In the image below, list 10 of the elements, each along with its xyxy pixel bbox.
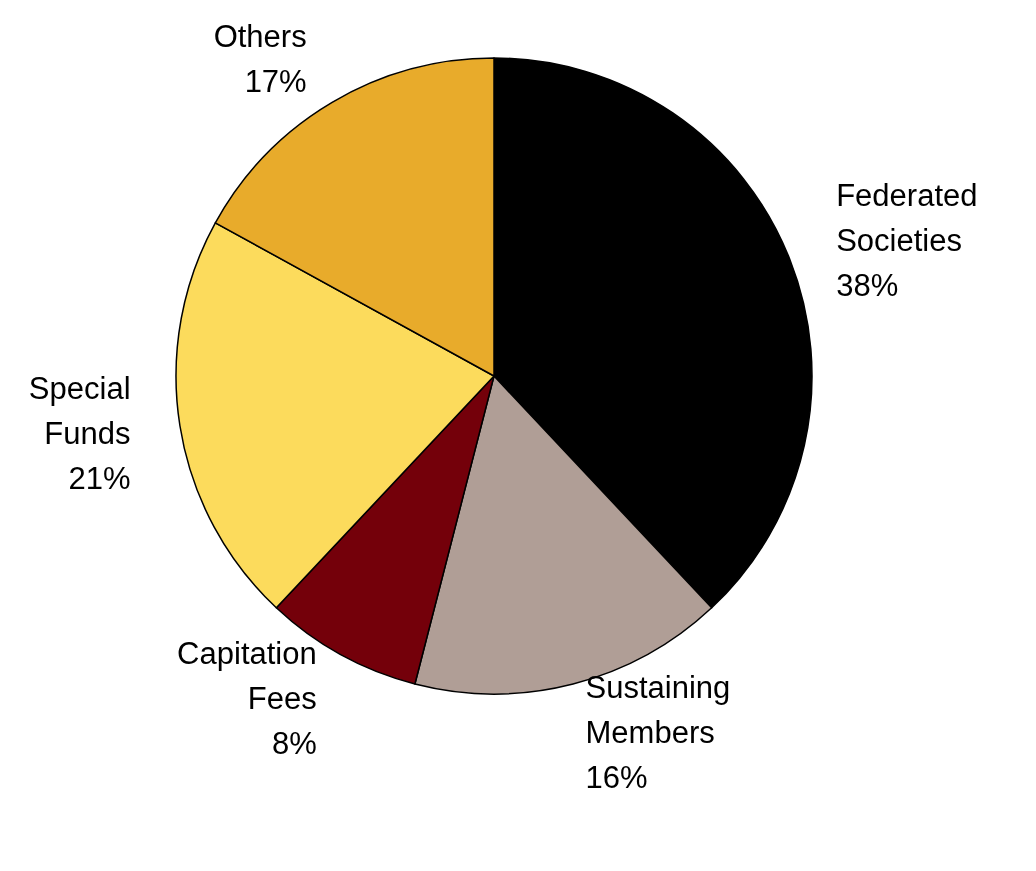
data-label: 8% [271, 725, 317, 761]
data-label: 38% [836, 268, 899, 304]
slice-label: Special Funds [28, 371, 131, 452]
slice-label: Capitation Fees [177, 635, 317, 716]
slice-label: Federated Societies [836, 178, 978, 259]
data-label: 17% [244, 64, 307, 100]
slice-label: Sustaining Members [585, 669, 731, 750]
data-label: 21% [68, 461, 131, 497]
slice-label: Others [213, 19, 307, 55]
data-label: 16% [585, 759, 648, 795]
